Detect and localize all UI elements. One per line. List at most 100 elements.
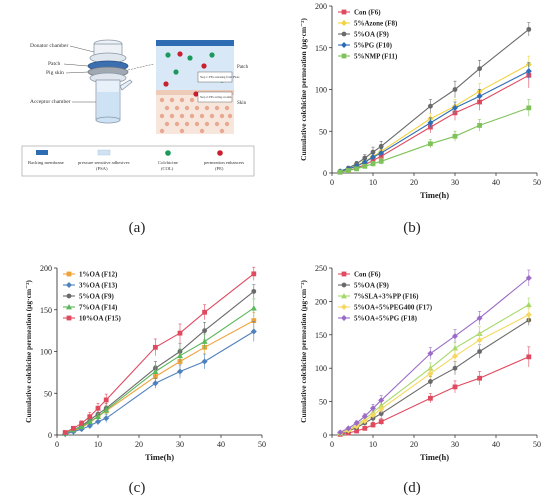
backing-membrane-swatch [36, 150, 48, 155]
data-point [526, 354, 532, 360]
legend-label: 7%SLA+3%PP (F16) [354, 293, 419, 301]
series-line [64, 290, 255, 434]
data-point [362, 155, 368, 161]
y-tick-label: 150 [315, 44, 327, 53]
chart-legend: Con (F6) 5%OA (F9) 7%SLA+3%PP (F16) 5%OA+5%… [338, 271, 433, 323]
data-point [251, 271, 257, 277]
y-tick-label: 50 [319, 398, 327, 407]
panel-label-d: (d) [403, 480, 421, 496]
legend-label: 5%Azone (F8) [354, 20, 398, 28]
legend-col-label: Colchicine [158, 160, 178, 165]
data-point [86, 422, 93, 429]
y-tick-label: 100 [315, 364, 327, 373]
x-axis-label: Time(h) [420, 190, 449, 200]
x-tick-label: 10 [369, 440, 377, 449]
data-point [427, 119, 434, 126]
data-point [95, 418, 101, 425]
series-line [339, 28, 530, 172]
donator-label: Donator chamber [30, 43, 68, 49]
series-4 [337, 307, 532, 436]
data-point [250, 305, 257, 311]
legend-label: 5%OA+5%PEG400 (F17) [354, 304, 433, 312]
series-line [340, 314, 530, 434]
x-tick-label: 50 [533, 440, 541, 449]
data-point [353, 423, 360, 430]
data-point [477, 349, 482, 354]
data-point [201, 358, 208, 365]
series-line [339, 304, 530, 434]
data-point [362, 425, 368, 431]
series-5 [337, 99, 532, 175]
y-tick-label: 0 [323, 431, 327, 440]
x-tick-label: 40 [217, 440, 225, 449]
patch-label: Patch [48, 61, 60, 67]
legend-marker [66, 304, 72, 310]
x-axis-label: Time(h) [420, 452, 449, 462]
data-point [526, 105, 532, 111]
legend-label: Con (F6) [354, 271, 381, 279]
x-tick-label: 0 [330, 178, 334, 187]
series-line [64, 307, 255, 434]
data-point [477, 375, 482, 381]
skin-side-label: Skin [237, 101, 247, 106]
data-point [202, 309, 207, 315]
y-axis-label: Cumulative colchicine permeation (μg·cm⁻… [299, 18, 308, 161]
data-point [103, 415, 110, 422]
backing-membrane [156, 40, 234, 46]
x-tick-label: 0 [55, 440, 59, 449]
data-point [354, 428, 359, 434]
data-point [79, 420, 84, 426]
y-tick-label: 50 [319, 127, 327, 136]
data-point [177, 352, 183, 359]
panel-label-b: (b) [403, 220, 421, 236]
data-point [361, 417, 368, 424]
y-axis-label: Cumulative colchicine permeation (μg·cm⁻… [24, 280, 33, 423]
x-tick-label: 20 [410, 440, 418, 449]
data-point [177, 368, 183, 375]
y-tick-label: 150 [40, 306, 52, 315]
x-tick-label: 50 [258, 440, 266, 449]
chart-panel-c: 0 10 20 30 40 50 0 50 100 150 200 Time(h) Cumulative… [24, 264, 266, 462]
legend-marker [341, 304, 347, 310]
x-tick-label: 20 [135, 440, 143, 449]
data-point [378, 149, 385, 156]
data-point [428, 379, 433, 384]
legend-psa-label: pressure sensitive adhesives [78, 160, 130, 165]
legend-psa-sublabel: (PSA) [96, 166, 108, 171]
data-point [353, 419, 360, 426]
legend-label: 5%NMP (F11) [354, 53, 398, 61]
legend-marker [341, 42, 347, 48]
legend-marker [66, 282, 72, 288]
legend-marker [341, 9, 347, 15]
legend-col-sublabel: (COL) [161, 166, 174, 171]
x-axis-label: Time(h) [145, 452, 174, 462]
chart-panel-d: 0 10 20 30 40 50 0 50 100 150 200 250 Time(h) Cumulat… [299, 264, 541, 462]
data-point [525, 68, 532, 75]
diffusion-cell [87, 39, 133, 124]
data-point [452, 333, 458, 340]
data-point [153, 344, 158, 350]
data-point [370, 154, 376, 161]
data-point [378, 405, 385, 412]
x-tick-label: 30 [451, 440, 459, 449]
y-tick-label: 50 [44, 389, 52, 398]
patch-side-label: Patch [237, 65, 249, 70]
data-point [525, 275, 532, 282]
data-point [250, 328, 257, 335]
data-point [476, 315, 483, 322]
data-point [477, 123, 482, 128]
data-point [361, 413, 368, 420]
data-point [452, 104, 458, 111]
data-point [452, 133, 458, 139]
data-point [476, 337, 483, 344]
data-point [95, 405, 101, 411]
legend-label: 3%OA (F13) [79, 282, 118, 290]
data-point [427, 350, 434, 357]
data-point [452, 87, 458, 92]
legend-label: 5%OA (F9) [354, 31, 389, 39]
x-tick-label: 0 [330, 440, 334, 449]
legend-pe-label: permeation enhancers [204, 160, 244, 165]
y-tick-label: 100 [315, 86, 327, 95]
legend-backing-label: Backing membrane [28, 160, 64, 165]
